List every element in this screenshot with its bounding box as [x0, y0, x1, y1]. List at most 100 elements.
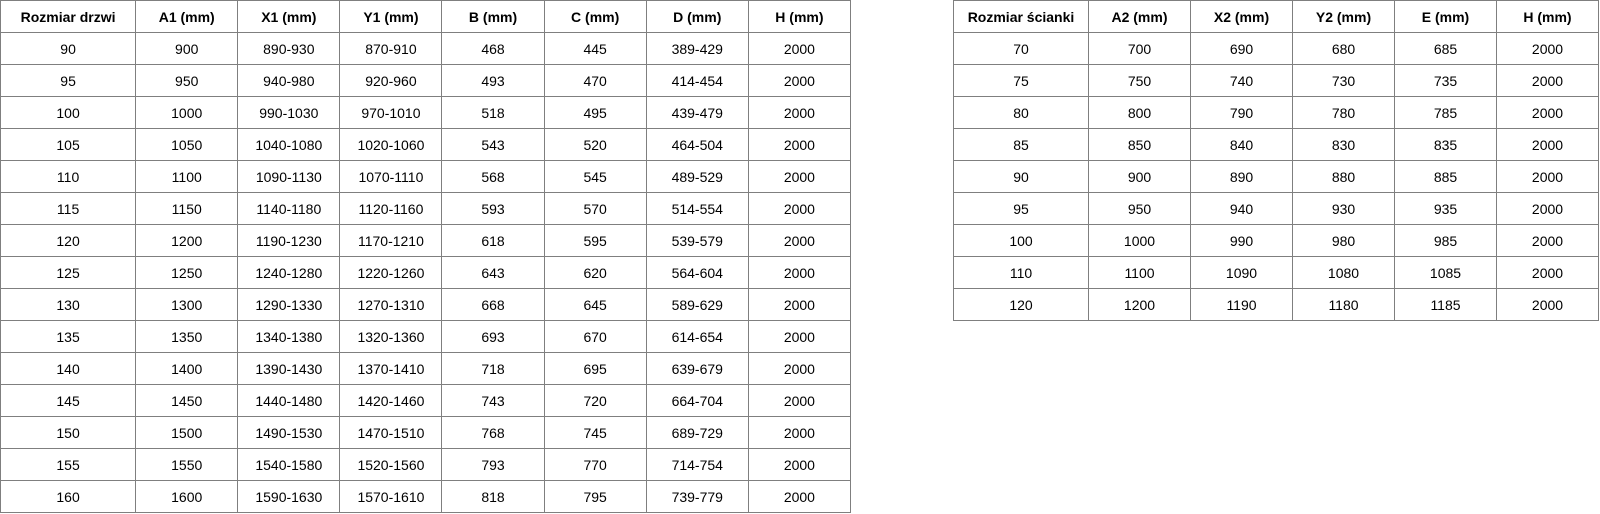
table-cell: 2000 — [747, 448, 852, 481]
table-cell: 110 — [953, 256, 1089, 289]
table-cell: 1170-1210 — [339, 224, 443, 257]
table-cell: 940 — [1190, 192, 1293, 225]
table-cell: 1050 — [135, 128, 239, 161]
table-cell: 990-1030 — [237, 96, 341, 129]
table-cell: 1190-1230 — [237, 224, 341, 257]
table-cell: 680 — [1292, 32, 1395, 65]
table-cell: 2000 — [1496, 128, 1599, 161]
table-cell: 489-529 — [645, 160, 749, 193]
table-row: 120 1200 1190 1180 1185 2000 — [953, 288, 1599, 321]
table-row: 75 750 740 730 735 2000 — [953, 64, 1599, 97]
table-row: 160 1600 1590-1630 1570-1610 818 795 739-779 20… — [0, 480, 852, 513]
table-cell: 439-479 — [645, 96, 749, 129]
table-cell: 2000 — [1496, 192, 1599, 225]
table-cell: 700 — [1088, 32, 1191, 65]
table-cell: 85 — [953, 128, 1089, 161]
table-cell: 900 — [1088, 160, 1191, 193]
table-cell: 614-654 — [645, 320, 749, 353]
table-cell: 2000 — [747, 352, 852, 385]
table-cell: 1220-1260 — [339, 256, 443, 289]
table-cell: 589-629 — [645, 288, 749, 321]
table-cell: 2000 — [747, 128, 852, 161]
column-header: H (mm) — [1496, 0, 1599, 33]
table-cell: 618 — [441, 224, 545, 257]
table-row: 90 900 890 880 885 2000 — [953, 160, 1599, 193]
table-cell: 470 — [543, 64, 647, 97]
table-cell: 2000 — [1496, 224, 1599, 257]
table-cell: 1590-1630 — [237, 480, 341, 513]
table-cell: 2000 — [747, 224, 852, 257]
column-header: Y1 (mm) — [339, 0, 443, 33]
table-row: 155 1550 1540-1580 1520-1560 793 770 714-754 20… — [0, 448, 852, 481]
table-cell: 2000 — [1496, 32, 1599, 65]
column-header: C (mm) — [543, 0, 647, 33]
table-cell: 414-454 — [645, 64, 749, 97]
table-cell: 1090-1130 — [237, 160, 341, 193]
table-cell: 135 — [0, 320, 137, 353]
table-cell: 595 — [543, 224, 647, 257]
table-cell: 950 — [135, 64, 239, 97]
table-row: 115 1150 1140-1180 1120-1160 593 570 514-554 20… — [0, 192, 852, 225]
column-header: Rozmiar drzwi — [0, 0, 137, 33]
table-cell: 1250 — [135, 256, 239, 289]
table-row: 95 950 940 930 935 2000 — [953, 192, 1599, 225]
table-row: 80 800 790 780 785 2000 — [953, 96, 1599, 129]
table-cell: 110 — [0, 160, 137, 193]
table-cell: 718 — [441, 352, 545, 385]
table-cell: 1240-1280 — [237, 256, 341, 289]
table-cell: 464-504 — [645, 128, 749, 161]
table-cell: 695 — [543, 352, 647, 385]
table-cell: 1070-1110 — [339, 160, 443, 193]
table-cell: 714-754 — [645, 448, 749, 481]
table-cell: 1180 — [1292, 288, 1395, 321]
table-cell: 570 — [543, 192, 647, 225]
table-row: 70 700 690 680 685 2000 — [953, 32, 1599, 65]
table-cell: 1400 — [135, 352, 239, 385]
table-cell: 693 — [441, 320, 545, 353]
table-cell: 1040-1080 — [237, 128, 341, 161]
table-cell: 743 — [441, 384, 545, 417]
table-cell: 770 — [543, 448, 647, 481]
column-header: A1 (mm) — [135, 0, 239, 33]
table-cell: 2000 — [1496, 256, 1599, 289]
table-cell: 445 — [543, 32, 647, 65]
table-cell: 840 — [1190, 128, 1293, 161]
table-cell: 690 — [1190, 32, 1293, 65]
table-cell: 1270-1310 — [339, 288, 443, 321]
table-cell: 514-554 — [645, 192, 749, 225]
table-cell: 1450 — [135, 384, 239, 417]
table-cell: 115 — [0, 192, 137, 225]
table-cell: 564-604 — [645, 256, 749, 289]
table-cell: 720 — [543, 384, 647, 417]
table-cell: 2000 — [747, 320, 852, 353]
table-cell: 685 — [1394, 32, 1497, 65]
table-row: 105 1050 1040-1080 1020-1060 543 520 464-504 20… — [0, 128, 852, 161]
table-cell: 1600 — [135, 480, 239, 513]
column-header: H (mm) — [747, 0, 852, 33]
table-cell: 643 — [441, 256, 545, 289]
table-cell: 2000 — [747, 32, 852, 65]
table-cell: 900 — [135, 32, 239, 65]
table-cell: 1185 — [1394, 288, 1497, 321]
table-cell: 1200 — [135, 224, 239, 257]
table-cell: 468 — [441, 32, 545, 65]
table-cell: 980 — [1292, 224, 1395, 257]
table-cell: 1120-1160 — [339, 192, 443, 225]
table-row: 85 850 840 830 835 2000 — [953, 128, 1599, 161]
table-cell: 664-704 — [645, 384, 749, 417]
table-cell: 970-1010 — [339, 96, 443, 129]
table-cell: 668 — [441, 288, 545, 321]
column-header: Rozmiar ścianki — [953, 0, 1089, 33]
table-cell: 870-910 — [339, 32, 443, 65]
table-cell: 125 — [0, 256, 137, 289]
table-cell: 95 — [953, 192, 1089, 225]
table-cell: 1320-1360 — [339, 320, 443, 353]
table-cell: 140 — [0, 352, 137, 385]
table-cell: 1020-1060 — [339, 128, 443, 161]
table-cell: 1090 — [1190, 256, 1293, 289]
door-sizes-table: Rozmiar drzwi A1 (mm) X1 (mm) Y1 (mm) B (mm)… — [0, 0, 852, 513]
table-cell: 930 — [1292, 192, 1395, 225]
table-cell: 1000 — [135, 96, 239, 129]
table-row: 100 1000 990-1030 970-1010 518 495 439-479 2000 — [0, 96, 852, 129]
table-cell: 830 — [1292, 128, 1395, 161]
